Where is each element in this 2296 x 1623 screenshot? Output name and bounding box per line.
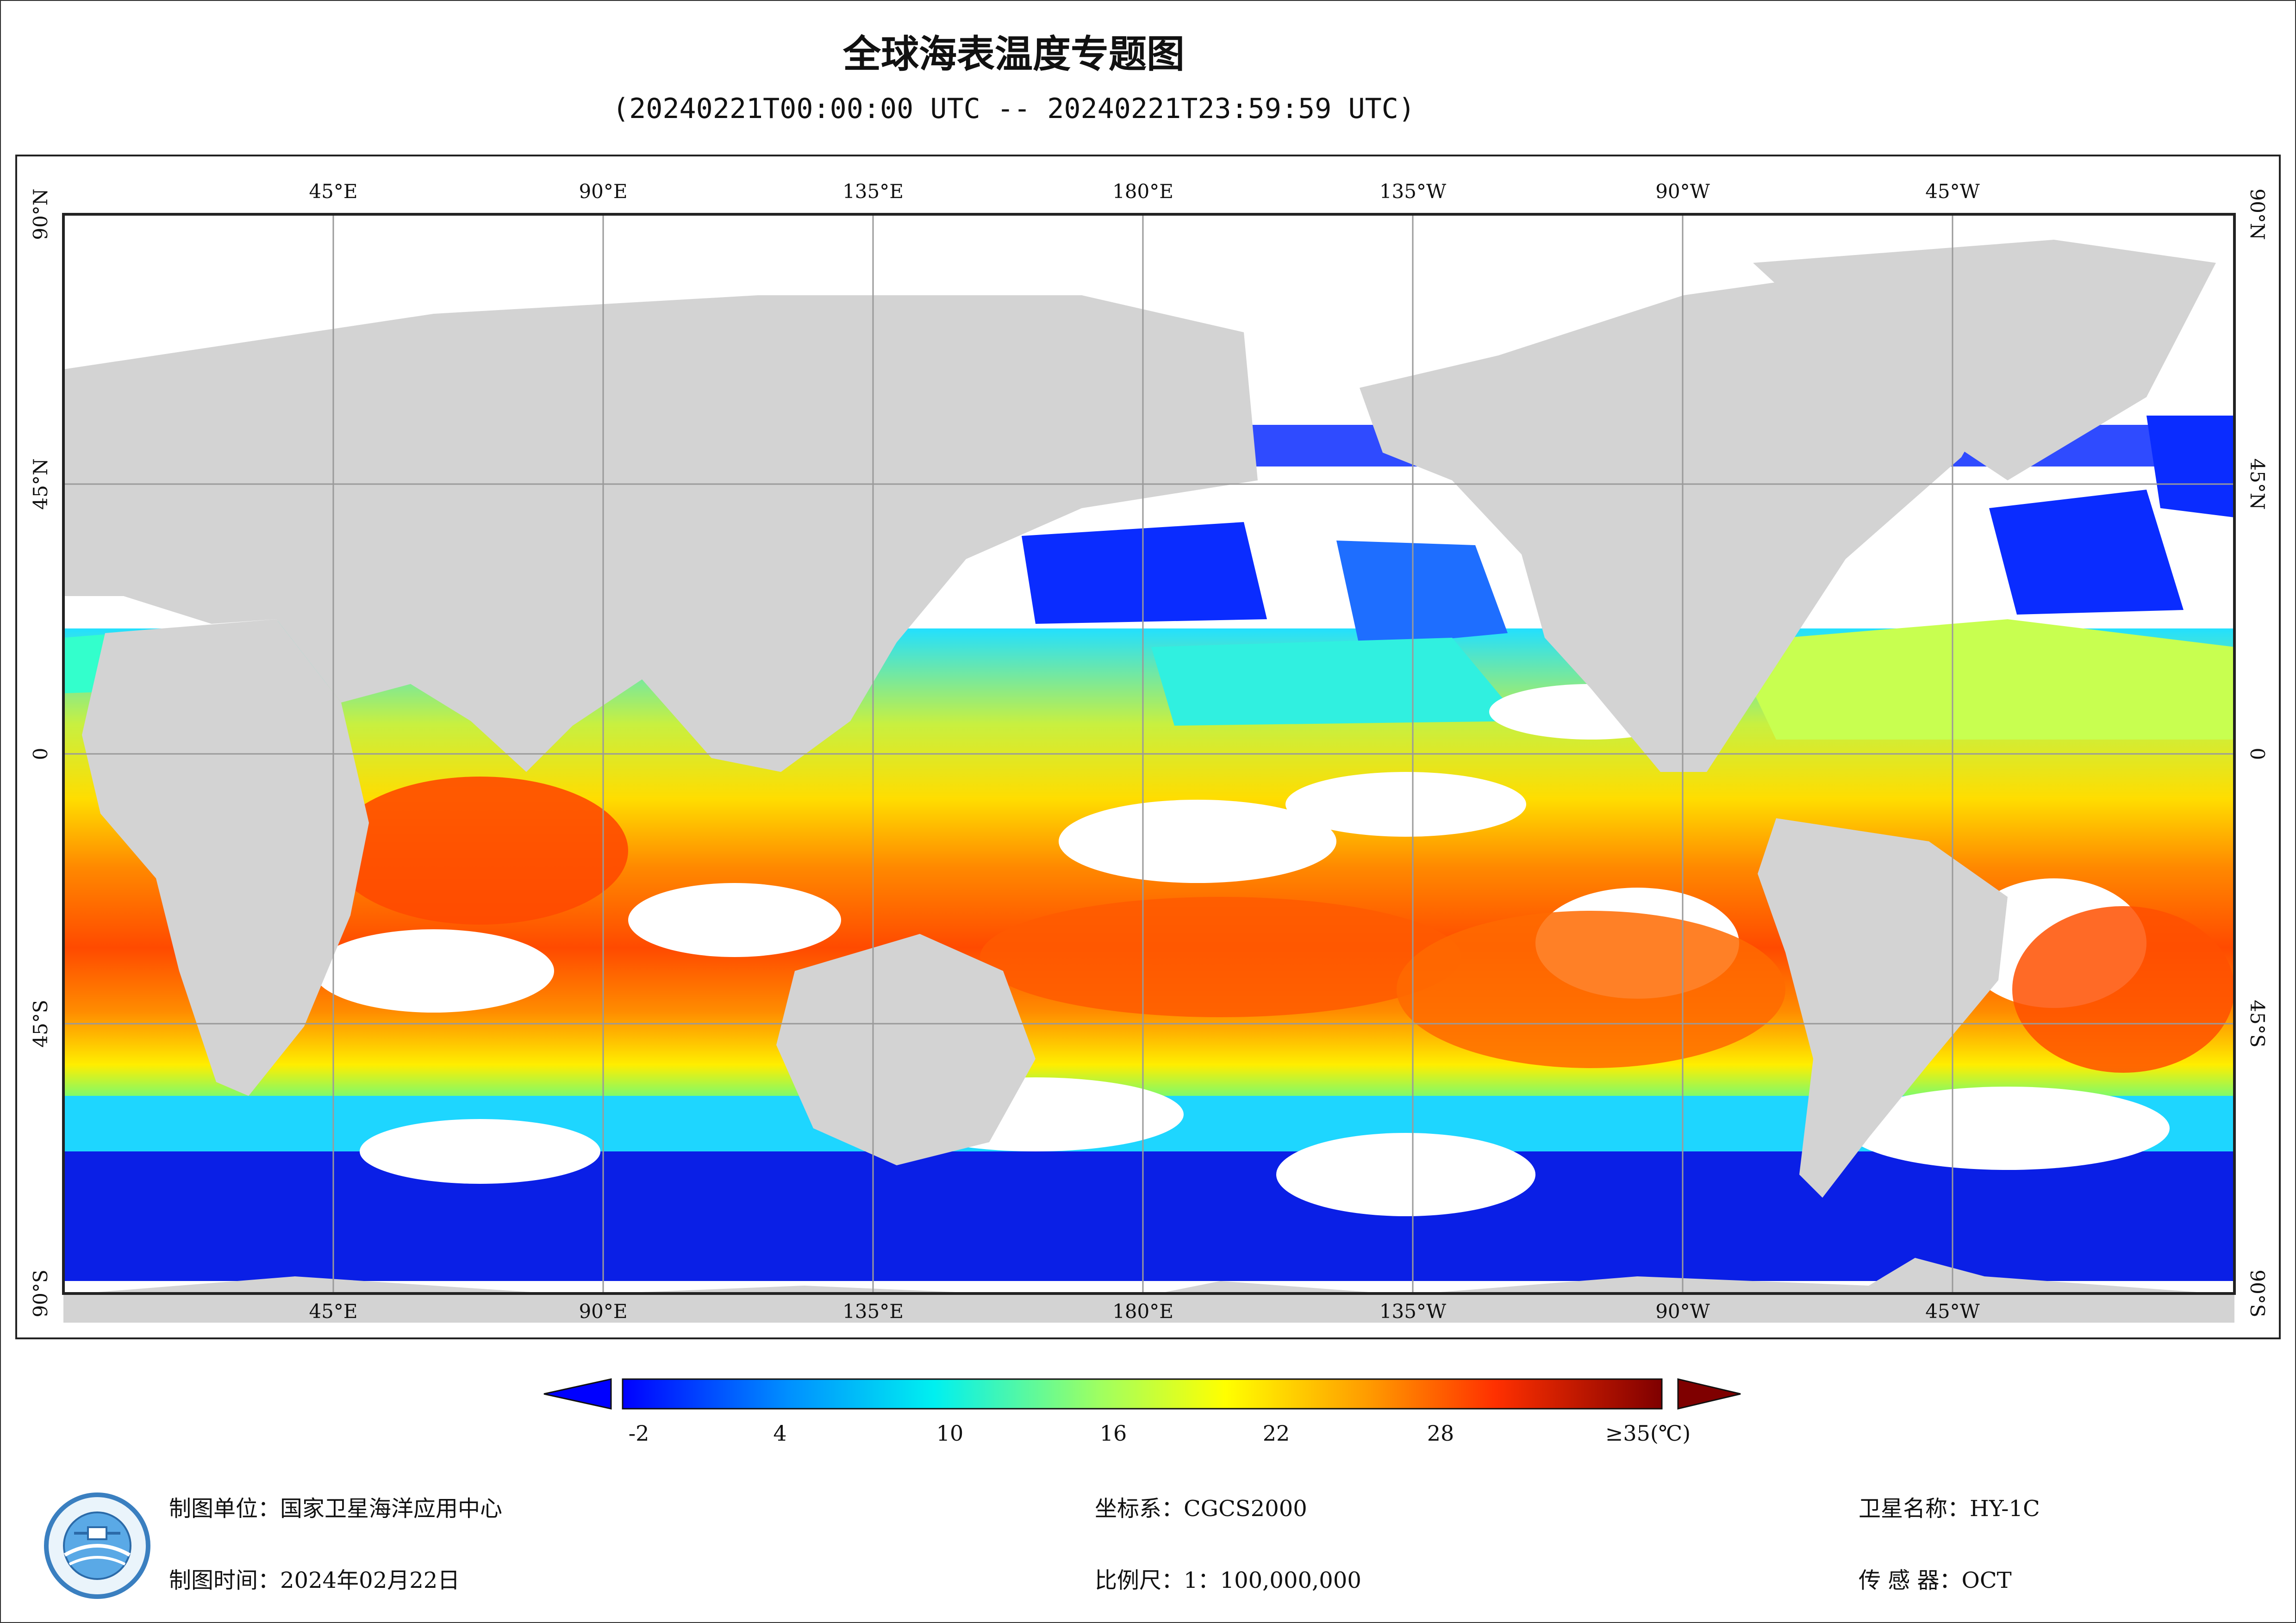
satellite-name: 卫星名称：HY-1C	[1859, 1496, 2040, 1522]
lon-label: 135°W	[1379, 180, 1447, 203]
lon-label: 135°W	[1379, 1300, 1447, 1323]
colorbar-tick: 28	[1427, 1421, 1454, 1446]
map-canvas: 45°E 90°E 135°E 180°E 135°W 90°W 45°W 45…	[29, 180, 2269, 1323]
lon-label: 90°W	[1655, 1300, 1710, 1323]
lon-label: 135°E	[842, 180, 904, 203]
lon-label: 90°E	[579, 180, 627, 203]
time-range: (20240221T00:00:00 UTC -- 20240221T23:59…	[612, 93, 1415, 125]
lon-label: 45°W	[1925, 180, 1980, 203]
producer-unit: 制图单位：国家卫星海洋应用中心	[169, 1496, 503, 1522]
colorbar-tick: -2	[628, 1421, 649, 1446]
colorbar-low-extend-icon	[543, 1378, 612, 1410]
lon-label: 180°E	[1112, 180, 1173, 203]
sst-colorbar	[543, 1378, 1741, 1410]
map-title: 全球海表温度专题图	[842, 32, 1185, 76]
colorbar-tick: 10	[936, 1421, 964, 1446]
top-lon-labels: 45°E 90°E 135°E 180°E 135°W 90°W 45°W	[309, 180, 1980, 203]
bottom-lon-labels: 45°E 90°E 135°E 180°E 135°W 90°W 45°W	[309, 1300, 1980, 1323]
lat-label: 90°N	[29, 188, 52, 240]
lon-label: 90°W	[1655, 180, 1710, 203]
lat-label: 0	[2246, 748, 2269, 760]
lat-label: 90°N	[2246, 188, 2269, 240]
lat-label: 45°S	[29, 1000, 52, 1047]
map-frame: 45°E 90°E 135°E 180°E 135°W 90°W 45°W 45…	[15, 155, 2281, 1339]
lat-label: 45°S	[2246, 1000, 2269, 1047]
colorbar-tick: 22	[1262, 1421, 1290, 1446]
produce-time: 制图时间：2024年02月22日	[169, 1567, 460, 1593]
lat-label: 45°N	[2246, 458, 2269, 510]
lon-label: 180°E	[1112, 1300, 1173, 1323]
colorbar-tick: 16	[1099, 1421, 1127, 1446]
left-lat-labels: 90°N 45°N 0 45°S 90°S	[29, 188, 52, 1317]
lon-label: 45°W	[1925, 1300, 1980, 1323]
lon-label: 45°E	[309, 180, 357, 203]
lon-label: 135°E	[842, 1300, 904, 1323]
sensor-name: 传 感 器：OCT	[1859, 1567, 2012, 1593]
right-lat-labels: 90°N 45°N 0 45°S 90°S	[2246, 188, 2269, 1317]
colorbar-gradient	[622, 1378, 1663, 1410]
colorbar-high-extend-icon	[1677, 1378, 1741, 1410]
lat-label: 0	[29, 748, 52, 760]
land-layer	[63, 240, 2234, 1323]
coordinate-system: 坐标系：CGCS2000	[1095, 1496, 1307, 1522]
nsoas-logo-icon	[44, 1492, 150, 1599]
lat-label: 45°N	[29, 458, 52, 510]
lon-label: 90°E	[579, 1300, 627, 1323]
map-scale: 比例尺：1：100,000,000	[1095, 1567, 1361, 1593]
colorbar-tick: ≥35(℃)	[1605, 1421, 1691, 1446]
lat-label: 90°S	[2246, 1269, 2269, 1317]
graticule	[63, 214, 2234, 1293]
colorbar-tick: 4	[773, 1421, 787, 1446]
map-neatline	[62, 213, 2236, 1295]
lat-label: 90°S	[29, 1269, 52, 1317]
lon-label: 45°E	[309, 1300, 357, 1323]
